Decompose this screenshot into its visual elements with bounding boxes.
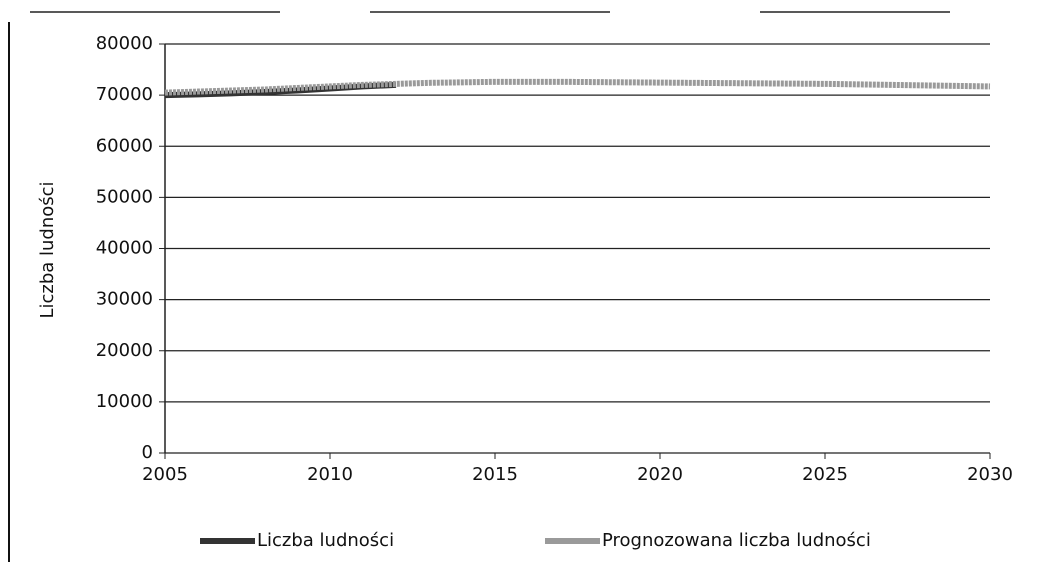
legend-label: Liczba ludności xyxy=(257,530,394,551)
y-tick-label: 10000 xyxy=(96,391,153,412)
y-axis-label: Liczba ludności xyxy=(37,181,58,318)
x-tick-label: 2010 xyxy=(307,464,353,485)
legend-label: Prognozowana liczba ludności xyxy=(602,530,871,551)
x-tick-label: 2015 xyxy=(472,464,518,485)
series-line xyxy=(164,78,991,96)
y-tick-label: 50000 xyxy=(96,186,153,207)
y-tick-label: 30000 xyxy=(96,289,153,310)
y-tick-label: 70000 xyxy=(96,84,153,105)
y-tick-label: 0 xyxy=(142,442,153,463)
x-tick-label: 2030 xyxy=(967,464,1013,485)
y-tick-label: 80000 xyxy=(96,33,153,54)
x-tick-label: 2025 xyxy=(802,464,848,485)
y-tick-label: 60000 xyxy=(96,135,153,156)
x-tick-label: 2020 xyxy=(637,464,683,485)
y-tick-label: 40000 xyxy=(96,238,153,259)
x-tick-label: 2005 xyxy=(142,464,188,485)
y-tick-label: 20000 xyxy=(96,340,153,361)
